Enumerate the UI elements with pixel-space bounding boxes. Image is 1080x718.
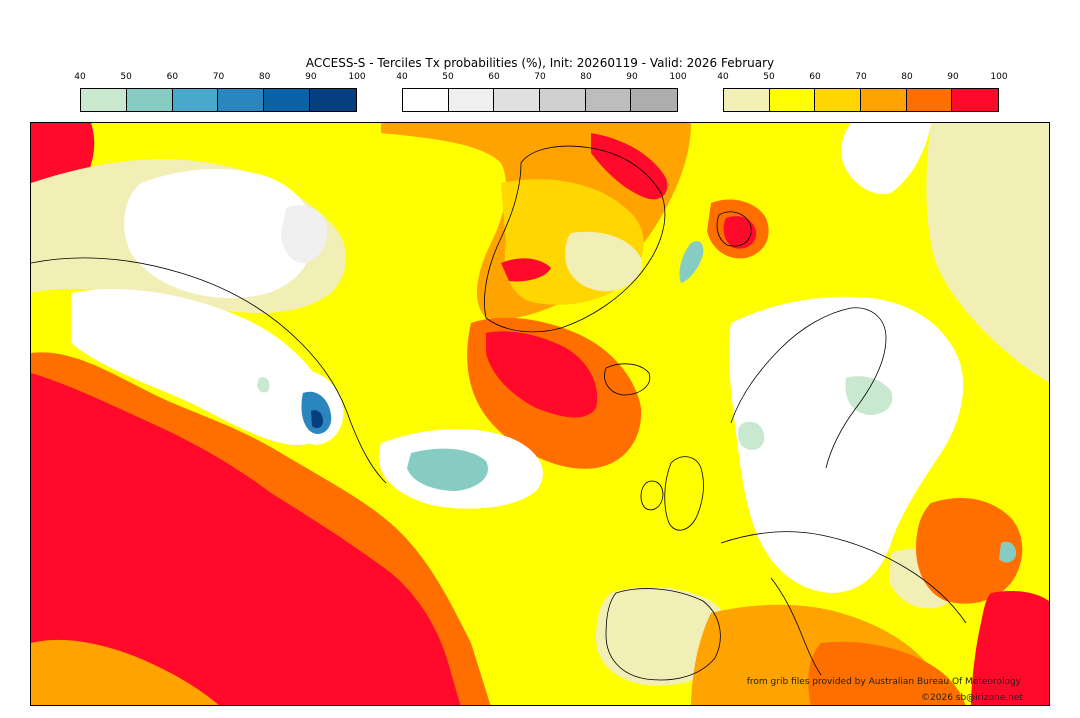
legend-color-box (310, 89, 356, 111)
legend-color-box (264, 89, 311, 111)
legend-color-box (126, 89, 173, 111)
coastline-svalbard (716, 211, 752, 247)
coastline-ireland (640, 480, 664, 511)
legend-color-box (448, 89, 495, 111)
legend-color-box (631, 89, 677, 111)
legend-color-box (172, 89, 219, 111)
legend-tick: 90 (305, 72, 317, 82)
legend-color-box (585, 89, 632, 111)
legend-color-bar (80, 88, 357, 112)
region-greenland-west-red (501, 258, 551, 282)
region-atlantic-red (31, 373, 461, 705)
legend-tick: 50 (120, 72, 132, 82)
region-greenland-beige (565, 231, 642, 292)
coastline-europe (720, 531, 967, 624)
legend-color-box (494, 89, 540, 111)
legend-tick: 40 (396, 72, 408, 82)
region-baltic-green (737, 421, 765, 450)
legend-color-box (218, 89, 265, 111)
legend-tick: 90 (947, 72, 959, 82)
region-siberia-white (841, 123, 931, 194)
legend-tick: 90 (626, 72, 638, 82)
map-canvas (31, 123, 1049, 705)
legend-tick: 50 (442, 72, 454, 82)
legend-color-bar (723, 88, 999, 112)
region-caspian-teal (999, 541, 1017, 563)
legend-tick: 40 (717, 72, 729, 82)
source-credit: from grib files provided by Australian B… (746, 677, 1021, 687)
legend-tick: 40 (74, 72, 86, 82)
region-svalbard-teal (679, 241, 704, 283)
region-caspian-orange (916, 498, 1023, 604)
region-hudson-white (71, 289, 330, 445)
legend-tick: 100 (669, 72, 687, 82)
legend-ticks: 40 50 60 70 80 90 100 (717, 72, 1007, 84)
legend-near-normal: 40 50 60 70 80 90 100 (396, 72, 687, 114)
coastline-uk (664, 456, 704, 531)
legend-tick: 80 (258, 72, 271, 82)
legend-color-box (906, 89, 953, 111)
region-europe-green (845, 376, 893, 415)
region-canada-white (124, 168, 315, 298)
legend-tick: 100 (990, 72, 1008, 82)
legend-above-normal: 40 50 60 70 80 90 100 (717, 72, 1008, 114)
region-southwest-orange (31, 639, 219, 705)
legend-tick: 60 (166, 72, 179, 82)
legend-tick: 70 (212, 72, 225, 82)
legend-tick: 100 (348, 72, 366, 82)
region-hudson-grey (281, 205, 328, 264)
legend-tick: 70 (534, 72, 546, 82)
region-irminger-red (486, 331, 598, 418)
coastlines (31, 145, 967, 681)
legend-below-normal: 40 50 60 70 80 90 100 (74, 72, 366, 114)
legend-tick: 80 (901, 72, 913, 82)
coastline-iceland (604, 363, 651, 396)
legend-tick: 70 (855, 72, 867, 82)
region-labrador-green (257, 377, 270, 393)
legend-color-box (724, 89, 770, 111)
copyright-credit: ©2026 sb@irizone.net (921, 693, 1023, 703)
legend-tick: 80 (580, 72, 592, 82)
coastline-greenland (484, 145, 666, 333)
region-greenland-north-red (591, 133, 668, 200)
region-midatlantic-teal (407, 448, 488, 491)
coastline-canada (31, 257, 387, 484)
legend-color-box (769, 89, 816, 111)
coastline-italy (770, 577, 822, 676)
legend-ticks: 40 50 60 70 80 90 100 (396, 72, 686, 84)
region-mediterranean-red (808, 641, 966, 705)
legend-tick: 60 (488, 72, 500, 82)
map-title: ACCESS-S - Terciles Tx probabilities (%)… (305, 56, 775, 70)
legend-color-box (952, 89, 998, 111)
legend-color-bar (402, 88, 678, 112)
region-middle-east-red (971, 591, 1049, 705)
coastline-scandinavia (730, 307, 887, 469)
legend-ticks: 40 50 60 70 80 90 100 (74, 72, 365, 84)
region-labrador-dkblue (311, 410, 323, 429)
legend-tick: 60 (809, 72, 821, 82)
legend-color-box (539, 89, 586, 111)
region-europe-white (728, 296, 964, 593)
legend-tick: 50 (763, 72, 775, 82)
legend-color-box (403, 89, 449, 111)
legend-color-box (81, 89, 127, 111)
legend-color-box (860, 89, 907, 111)
probability-map[interactable]: from grib files provided by Australian B… (30, 122, 1050, 706)
coastline-iberia (605, 588, 721, 681)
legend-color-box (815, 89, 861, 111)
region-russia-beige (926, 123, 1049, 382)
